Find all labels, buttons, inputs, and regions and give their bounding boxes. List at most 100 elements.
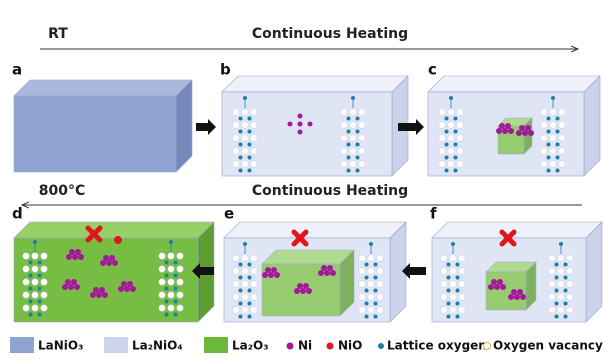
- oxygen-site: [177, 266, 184, 273]
- lattice-oxygen: [174, 274, 178, 278]
- oxygen-site: [541, 161, 548, 168]
- lattice-oxygen: [454, 169, 458, 173]
- lattice-oxygen: [365, 315, 369, 319]
- box-side: [584, 76, 600, 176]
- lattice-oxygen: [445, 117, 449, 121]
- oxygen-site: [368, 281, 375, 288]
- ni-cluster: [102, 292, 108, 298]
- oxygen-site: [233, 255, 240, 262]
- oxygen-site: [233, 148, 240, 155]
- oxygen-site: [242, 109, 249, 116]
- oxygen-site: [168, 305, 175, 312]
- lattice-oxygen: [456, 263, 460, 267]
- box-top: [14, 80, 192, 96]
- panel-label: f: [430, 205, 437, 223]
- lattice-oxygen: [564, 315, 568, 319]
- oxygen-site: [549, 294, 556, 301]
- oxygen-site: [441, 268, 448, 275]
- lattice-oxygen: [347, 143, 351, 147]
- legend-label: LaNiO₃: [38, 339, 83, 353]
- lattice-oxygen: [174, 313, 178, 317]
- lattice-oxygen: [374, 302, 378, 306]
- oxygen-site: [567, 268, 574, 275]
- oxygen-site: [459, 281, 466, 288]
- lattice-oxygen: [445, 156, 449, 160]
- lattice-oxygen: [369, 242, 373, 246]
- oxygen-site: [32, 253, 39, 260]
- oxygen-site: [439, 122, 446, 129]
- oxygen-site: [251, 122, 258, 129]
- oxygen-site: [359, 294, 366, 301]
- legend-label: La₂O₃: [232, 339, 268, 353]
- lattice-oxygen: [248, 117, 252, 121]
- oxygen-site: [549, 268, 556, 275]
- lattice-oxygen: [449, 96, 453, 100]
- lattice-oxygen: [555, 276, 559, 280]
- ni-cluster: [74, 284, 80, 290]
- ni-cluster: [93, 287, 99, 293]
- oxygen-site: [242, 307, 249, 314]
- lattice-oxygen: [356, 143, 360, 147]
- lattice-oxygen: [174, 261, 178, 265]
- box-top: [428, 76, 600, 92]
- ni-cluster: [103, 255, 109, 261]
- oxygen-site: [550, 109, 557, 116]
- oxygen-site: [233, 122, 240, 129]
- oxygen-site: [567, 255, 574, 262]
- oxygen-site: [341, 122, 348, 129]
- lattice-oxygen: [29, 300, 33, 304]
- oxygen-site: [457, 135, 464, 142]
- oxygen-site: [350, 161, 357, 168]
- oxygen-site: [233, 281, 240, 288]
- ni-cluster: [516, 130, 522, 136]
- lattice-oxygen: [29, 274, 33, 278]
- oxygen-site: [368, 294, 375, 301]
- ni-atom: [298, 130, 303, 135]
- oxygen-site: [450, 281, 457, 288]
- oxygen-site: [23, 305, 30, 312]
- oxygen-site: [549, 307, 556, 314]
- oxygen-site: [251, 307, 258, 314]
- oxygen-site: [439, 109, 446, 116]
- lattice-oxygen: [564, 276, 568, 280]
- lattice-oxygen: [374, 289, 378, 293]
- oxygen-site: [457, 122, 464, 129]
- lattice-oxygen: [38, 287, 42, 291]
- lattice-oxygen: [38, 261, 42, 265]
- oxygen-site: [251, 255, 258, 262]
- lattice-oxygen: [454, 156, 458, 160]
- oxygen-site: [558, 294, 565, 301]
- oxygen-site: [233, 135, 240, 142]
- lattice-oxygen: [29, 261, 33, 265]
- oxygen-site: [559, 109, 566, 116]
- lattice-oxygen: [243, 242, 247, 246]
- oxygen-site: [32, 292, 39, 299]
- legend-dot: [484, 343, 491, 350]
- legend-dot: [287, 343, 294, 350]
- oxygen-site: [251, 148, 258, 155]
- oxygen-site: [341, 109, 348, 116]
- oxygen-site: [450, 268, 457, 275]
- ni-cluster: [69, 249, 75, 255]
- oxygen-site: [450, 307, 457, 314]
- ni-cluster: [62, 284, 68, 290]
- ni-cluster: [294, 288, 300, 294]
- ni-cluster: [127, 281, 133, 287]
- oxygen-site: [41, 279, 48, 286]
- box-top: [224, 222, 406, 238]
- lattice-oxygen: [445, 130, 449, 134]
- ni-cluster: [90, 292, 96, 298]
- ni-cluster: [72, 254, 78, 260]
- ni-cluster: [491, 279, 497, 285]
- oxygen-site: [23, 279, 30, 286]
- oxygen-site: [459, 255, 466, 262]
- lattice-oxygen: [374, 315, 378, 319]
- lattice-oxygen: [447, 263, 451, 267]
- oxygen-site: [441, 255, 448, 262]
- oxygen-site: [450, 255, 457, 262]
- oxygen-site: [23, 266, 30, 273]
- lattice-oxygen: [248, 276, 252, 280]
- panel-label: e: [224, 205, 234, 223]
- oxygen-site: [341, 148, 348, 155]
- box-top: [262, 250, 354, 264]
